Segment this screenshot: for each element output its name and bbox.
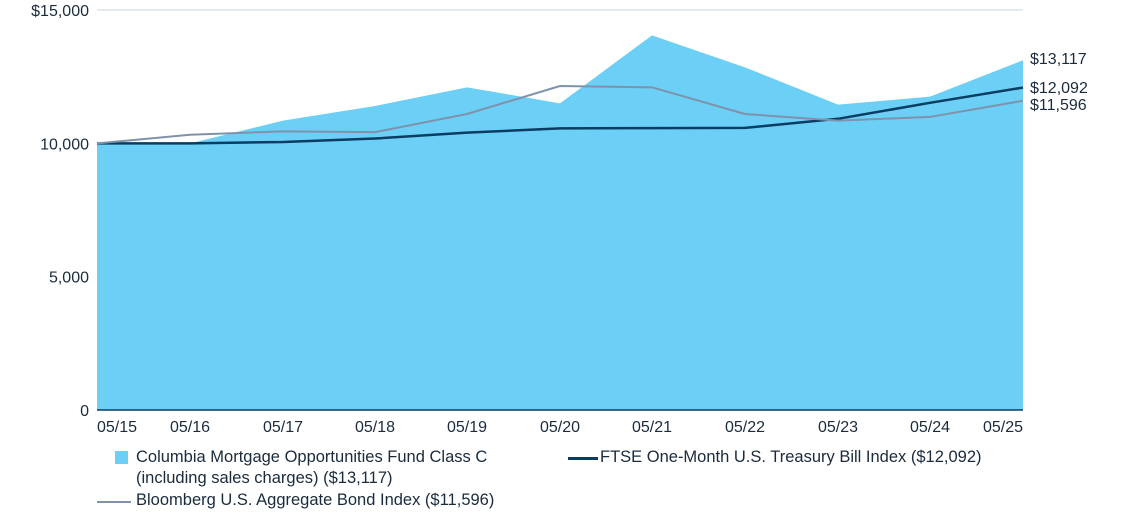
x-tick-label: 05/24 xyxy=(910,419,950,436)
y-tick-label: 5,000 xyxy=(49,270,89,287)
legend-swatch-fund xyxy=(115,451,128,464)
y-tick-label: 10,000 xyxy=(40,136,89,153)
chart-svg: $15,000 10,000 5,000 0 05/15 05/16 05/17 05/18 0… xyxy=(31,3,1088,436)
series-line-bond xyxy=(96,85,1024,145)
legend-swatch-treasury xyxy=(568,457,598,460)
end-value-label: $11,596 xyxy=(1030,97,1087,114)
x-tick-label: 05/21 xyxy=(632,419,672,436)
legend-label: FTSE One-Month U.S. Treasury Bill Index … xyxy=(600,448,982,466)
y-tick-label: 0 xyxy=(80,403,89,420)
x-tick-label: 05/23 xyxy=(818,419,858,436)
series-line-treasury xyxy=(97,86,1024,145)
end-value-label: $12,092 xyxy=(1030,80,1088,97)
area-series xyxy=(97,35,1023,410)
legend-label: (including sales charges) ($13,117) xyxy=(136,469,393,487)
x-tick-label: 05/18 xyxy=(355,419,395,436)
x-tick-label: 05/22 xyxy=(725,419,765,436)
legend-label: Bloomberg U.S. Aggregate Bond Index ($11… xyxy=(136,491,495,509)
axes: $15,000 10,000 5,000 0 05/15 05/16 05/17 05/18 0… xyxy=(31,3,1023,436)
end-labels: $13,117 $12,092$11,596 xyxy=(1030,51,1088,114)
legend-label: Columbia Mortgage Opportunities Fund Cla… xyxy=(136,448,488,466)
x-tick-label: 05/19 xyxy=(447,419,487,436)
series-area-fund xyxy=(97,35,1023,410)
x-tick-label: 05/16 xyxy=(170,419,210,436)
x-tick-label: 05/25 xyxy=(983,419,1023,436)
y-tick-label: $15,000 xyxy=(31,3,89,20)
end-value-label: $13,117 xyxy=(1030,51,1087,68)
x-tick-label: 05/20 xyxy=(540,419,580,436)
line-series xyxy=(96,85,1024,145)
x-tick-label: 05/17 xyxy=(263,419,303,436)
legend-swatch-bond xyxy=(97,501,131,503)
x-tick-label: 05/15 xyxy=(97,419,137,436)
